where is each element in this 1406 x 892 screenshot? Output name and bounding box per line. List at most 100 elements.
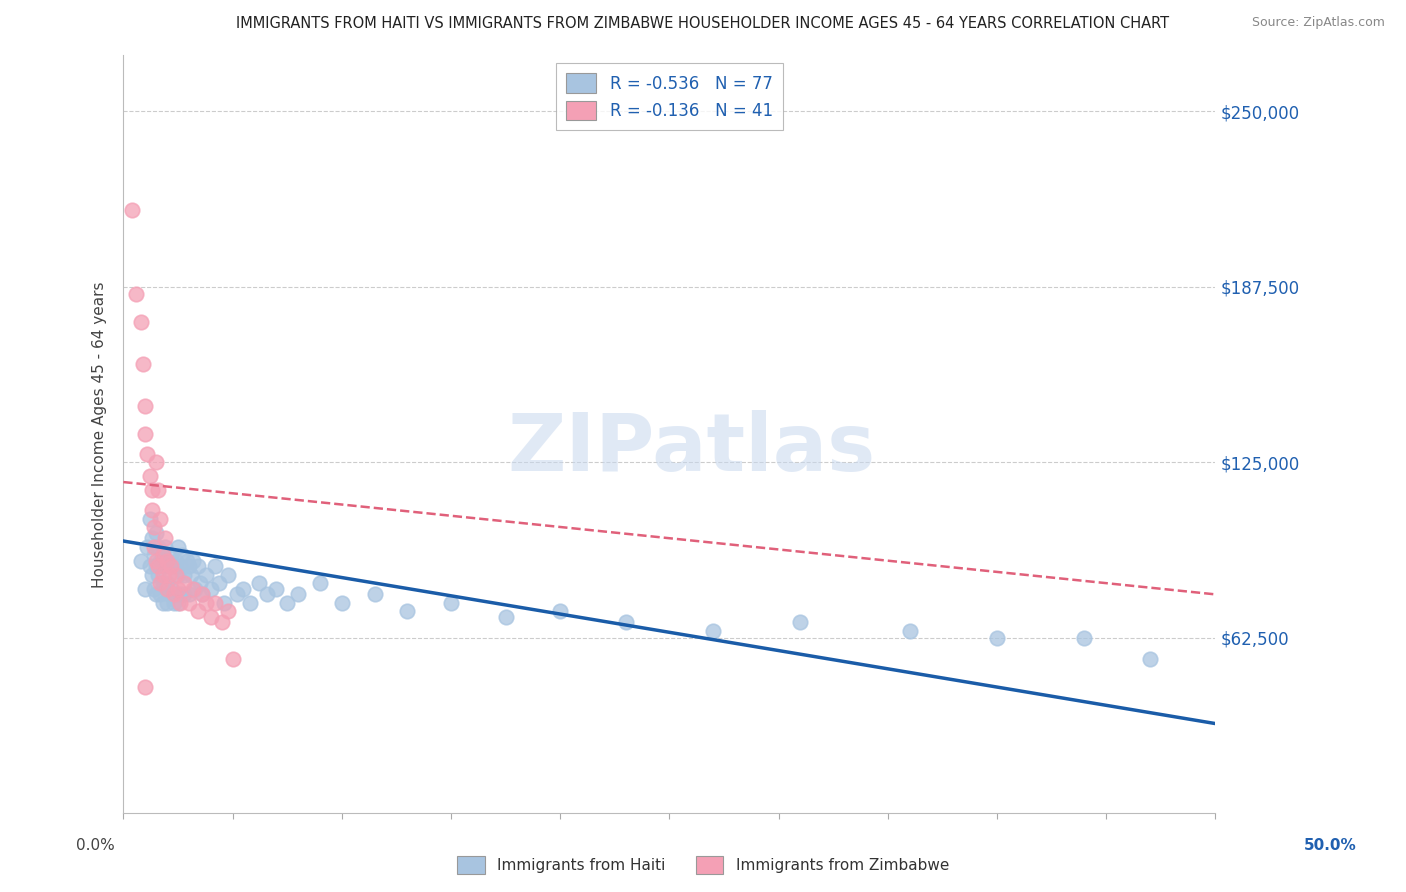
Point <box>225 587 247 601</box>
Point <box>986 631 1008 645</box>
Point <box>156 596 179 610</box>
Point <box>152 576 174 591</box>
Point <box>204 596 226 610</box>
Point <box>181 582 204 596</box>
Point <box>141 483 163 498</box>
Point <box>239 596 262 610</box>
Y-axis label: Householder Income Ages 45 - 64 years: Householder Income Ages 45 - 64 years <box>93 281 107 588</box>
Point <box>195 567 218 582</box>
Point <box>156 554 179 568</box>
Point <box>256 587 278 601</box>
Point <box>221 652 243 666</box>
Point <box>145 554 167 568</box>
Point <box>191 587 214 601</box>
Point <box>149 587 172 601</box>
Point <box>148 559 170 574</box>
Point <box>132 357 155 371</box>
Point <box>142 548 165 562</box>
Point <box>162 559 184 574</box>
Point <box>121 202 143 217</box>
Point <box>149 576 172 591</box>
Point <box>191 587 214 601</box>
Point <box>898 624 921 638</box>
Point <box>142 582 165 596</box>
Point <box>165 567 187 582</box>
Point <box>149 511 172 525</box>
Point <box>162 596 184 610</box>
Point <box>142 520 165 534</box>
Point <box>180 567 202 582</box>
Point <box>145 455 167 469</box>
Point <box>136 447 159 461</box>
Point <box>138 559 160 574</box>
Point <box>141 531 163 545</box>
Point <box>134 399 156 413</box>
Point <box>187 559 209 574</box>
Point <box>187 604 209 618</box>
Point <box>330 596 353 610</box>
Point <box>156 582 179 596</box>
Point <box>173 567 195 582</box>
Point <box>165 587 187 601</box>
Point <box>200 582 222 596</box>
Point <box>153 540 176 554</box>
Legend: R = -0.536   N = 77, R = -0.136   N = 41: R = -0.536 N = 77, R = -0.136 N = 41 <box>557 63 783 130</box>
Point <box>134 427 156 442</box>
Point <box>165 554 187 568</box>
Point <box>176 554 198 568</box>
Point <box>156 576 179 591</box>
Point <box>157 587 180 601</box>
Point <box>129 554 152 568</box>
Point <box>141 567 163 582</box>
Point <box>153 559 176 574</box>
Text: IMMIGRANTS FROM HAITI VS IMMIGRANTS FROM ZIMBABWE HOUSEHOLDER INCOME AGES 45 - 6: IMMIGRANTS FROM HAITI VS IMMIGRANTS FROM… <box>236 16 1170 31</box>
Point <box>217 604 239 618</box>
Point <box>789 615 811 630</box>
Point <box>125 286 148 301</box>
Point <box>148 540 170 554</box>
Point <box>309 576 332 591</box>
Point <box>145 587 167 601</box>
Point <box>495 610 517 624</box>
Point <box>160 548 183 562</box>
Text: Source: ZipAtlas.com: Source: ZipAtlas.com <box>1251 16 1385 29</box>
Point <box>173 587 195 601</box>
Point <box>702 624 724 638</box>
Point <box>264 582 287 596</box>
Point <box>138 469 160 483</box>
Point <box>152 548 174 562</box>
Point <box>157 567 180 582</box>
Point <box>129 315 152 329</box>
Point <box>181 554 204 568</box>
Point <box>212 596 235 610</box>
Point <box>172 548 194 562</box>
Point <box>148 567 170 582</box>
Point <box>152 596 174 610</box>
Point <box>177 559 200 574</box>
Point <box>156 554 179 568</box>
Point <box>160 582 183 596</box>
Point <box>363 587 385 601</box>
Point <box>148 483 170 498</box>
Point <box>247 576 270 591</box>
Point <box>614 615 637 630</box>
Point <box>162 587 184 601</box>
Point <box>208 576 231 591</box>
Point <box>145 559 167 574</box>
Point <box>134 680 156 694</box>
Point <box>177 587 200 601</box>
Point <box>138 511 160 525</box>
Point <box>276 596 298 610</box>
Point <box>195 596 218 610</box>
Legend: Immigrants from Haiti, Immigrants from Zimbabwe: Immigrants from Haiti, Immigrants from Z… <box>451 850 955 880</box>
Text: 0.0%: 0.0% <box>76 838 115 853</box>
Point <box>134 582 156 596</box>
Point <box>157 559 180 574</box>
Point <box>169 559 191 574</box>
Point <box>169 587 191 601</box>
Point <box>160 559 183 574</box>
Point <box>440 596 463 610</box>
Point <box>1073 631 1095 645</box>
Point <box>167 567 190 582</box>
Point <box>188 576 211 591</box>
